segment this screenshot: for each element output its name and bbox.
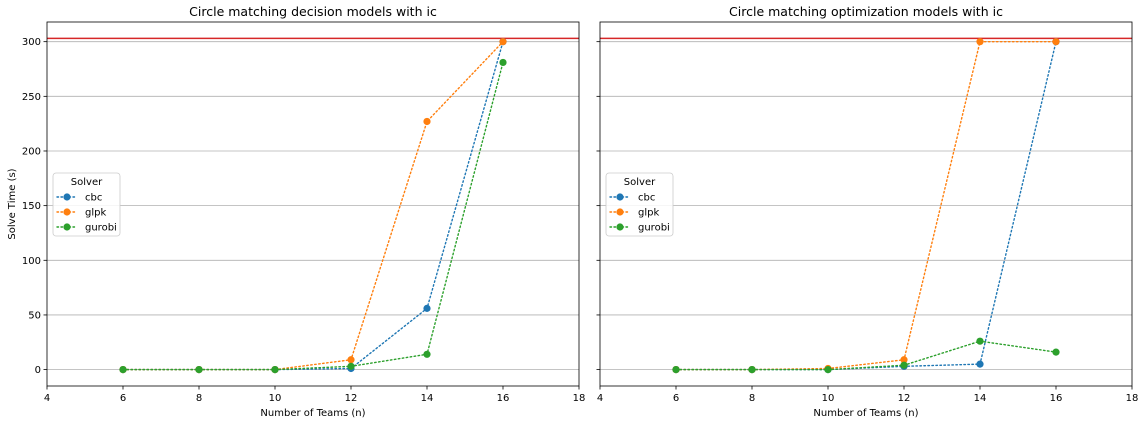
legend-label-glpk: glpk [638, 208, 659, 219]
data-point-gurobi [423, 350, 431, 358]
y-tick-label: 200 [22, 146, 41, 157]
x-tick-label: 18 [573, 393, 586, 404]
legend-label-gurobi: gurobi [85, 223, 117, 234]
data-point-gurobi [976, 337, 984, 345]
data-point-gurobi [271, 366, 279, 374]
data-point-glpk [423, 117, 431, 126]
series-line-gurobi [675, 340, 1057, 371]
chart-title: Circle matching optimization models with… [729, 4, 1003, 19]
data-point-gurobi [119, 366, 127, 374]
axes-frame [46, 21, 580, 387]
legend-label-cbc: cbc [638, 193, 655, 204]
legend-marker-gurobi [616, 223, 624, 231]
data-point-gurobi [499, 58, 507, 67]
y-axis-label: Solve Time (s) [7, 168, 18, 239]
data-point-gurobi [900, 361, 908, 369]
y-tick-label: 300 [22, 37, 41, 48]
chart-panel-1: 4 6 8 10 12 14 16 18 0 50 100 150 200 250 300 Circle ma… [7, 4, 585, 419]
data-point-glpk [499, 38, 507, 46]
data-point-gurobi [347, 362, 355, 370]
data-point-cbc [423, 304, 431, 312]
data-point-glpk [347, 356, 355, 364]
legend-label-glpk: glpk [85, 208, 106, 219]
x-axis-label: Number of Teams (n) [260, 408, 365, 419]
x-tick-label: 12 [898, 393, 911, 404]
x-tick-label: 4 [44, 393, 50, 404]
legend-title: Solver [624, 177, 656, 188]
x-tick-label: 8 [196, 393, 202, 404]
chart-title: Circle matching decision models with ic [189, 4, 437, 19]
data-point-gurobi [672, 366, 680, 374]
legend-marker-glpk [616, 208, 624, 216]
x-tick-label: 10 [269, 393, 282, 404]
legend-label-cbc: cbc [85, 193, 102, 204]
legend-marker-gurobi [63, 223, 71, 231]
y-tick-label: 150 [22, 201, 41, 212]
legend: Solver cbc glpk gurobi [605, 172, 674, 237]
legend-marker-cbc [63, 193, 71, 201]
legend-title: Solver [71, 177, 103, 188]
x-tick-label: 10 [822, 393, 835, 404]
x-tick-label: 16 [1050, 393, 1063, 404]
x-tick-label: 8 [749, 393, 755, 404]
x-tick-label: 4 [597, 393, 603, 404]
data-point-gurobi [748, 366, 756, 374]
x-tick-label: 14 [421, 393, 434, 404]
legend-marker-glpk [63, 208, 71, 216]
x-axis-label: Number of Teams (n) [813, 408, 918, 419]
legend-box [52, 172, 121, 237]
x-tick-label: 14 [974, 393, 987, 404]
series-line-gurobi [122, 61, 504, 371]
x-tick-label: 16 [497, 393, 510, 404]
legend: Solver cbc glpk gurobi [52, 172, 121, 237]
chart-panel-2: 4 6 8 10 12 14 16 18 Circle matching optimizatio… [596, 4, 1139, 419]
axes-frame [599, 21, 1133, 387]
data-point-gurobi [195, 366, 203, 374]
data-point-gurobi [824, 366, 832, 374]
y-tick-label: 50 [28, 310, 41, 321]
x-tick-label: 12 [345, 393, 358, 404]
y-tick-label: 0 [35, 365, 41, 376]
legend-label-gurobi: gurobi [638, 223, 670, 234]
legend-marker-cbc [616, 193, 624, 201]
data-point-cbc [976, 360, 984, 368]
data-point-glpk [900, 356, 908, 364]
x-tick-label: 6 [120, 393, 126, 404]
x-tick-label: 6 [673, 393, 679, 404]
data-point-glpk [1052, 38, 1060, 46]
legend-box [605, 172, 674, 237]
y-tick-label: 250 [22, 92, 41, 103]
data-point-glpk [976, 38, 984, 46]
x-tick-label: 18 [1126, 393, 1139, 404]
y-tick-label: 100 [22, 256, 41, 267]
data-point-gurobi [1052, 348, 1060, 356]
